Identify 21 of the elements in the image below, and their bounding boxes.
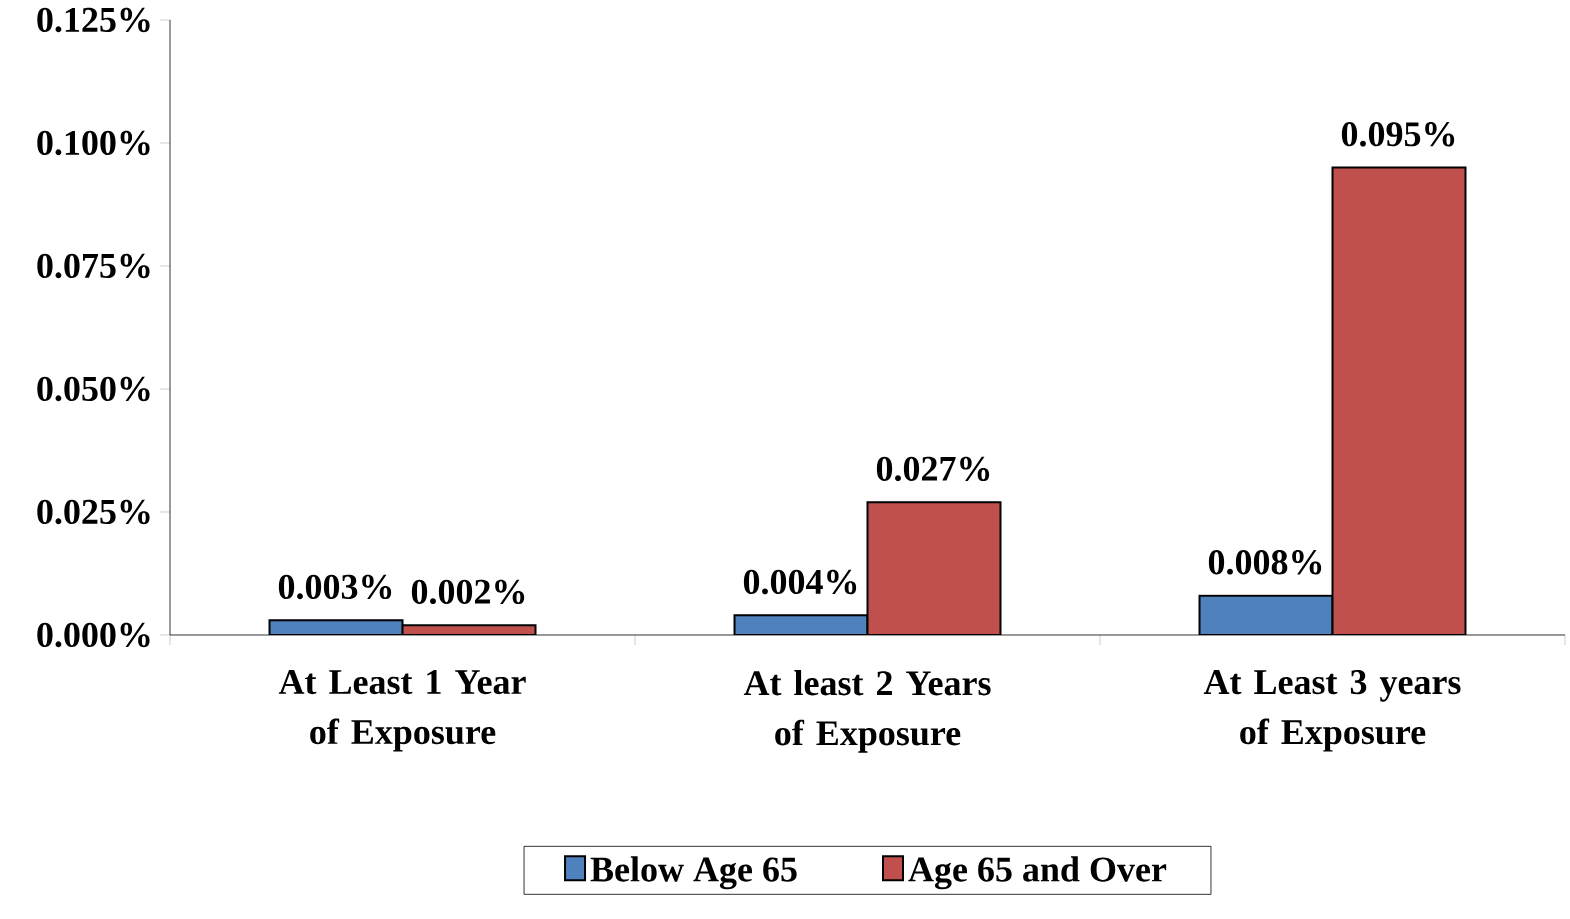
data-label: 0.002%: [411, 579, 525, 605]
y-tick-label: 0.025%: [37, 499, 150, 525]
bar: [1331, 166, 1467, 635]
legend-label: Age 65 and Over: [908, 856, 1167, 890]
data-label: 0.004%: [743, 569, 857, 595]
data-label: 0.095%: [1341, 122, 1455, 147]
y-tick-label: 0.000%: [37, 622, 150, 648]
x-tick-label: At least 2 Years of Exposure: [743, 670, 991, 753]
y-tick-label: 0.050%: [37, 376, 150, 402]
x-tick-label: At Least 1 Year of Exposure: [278, 670, 526, 752]
bar: [733, 614, 869, 635]
data-label: 0.008%: [1208, 550, 1322, 575]
bar: [1198, 594, 1334, 635]
x-tick-label: At Least 3 years of Exposure: [1203, 670, 1461, 752]
y-tick-label: 0.075%: [37, 253, 150, 279]
legend-label: Below Age 65: [590, 856, 797, 890]
data-label: 0.003%: [278, 574, 392, 600]
y-tick-label: 0.100%: [37, 130, 150, 156]
data-label: 0.027%: [876, 456, 990, 482]
bar: [866, 501, 1002, 635]
y-tick-label: 0.125%: [37, 7, 150, 33]
